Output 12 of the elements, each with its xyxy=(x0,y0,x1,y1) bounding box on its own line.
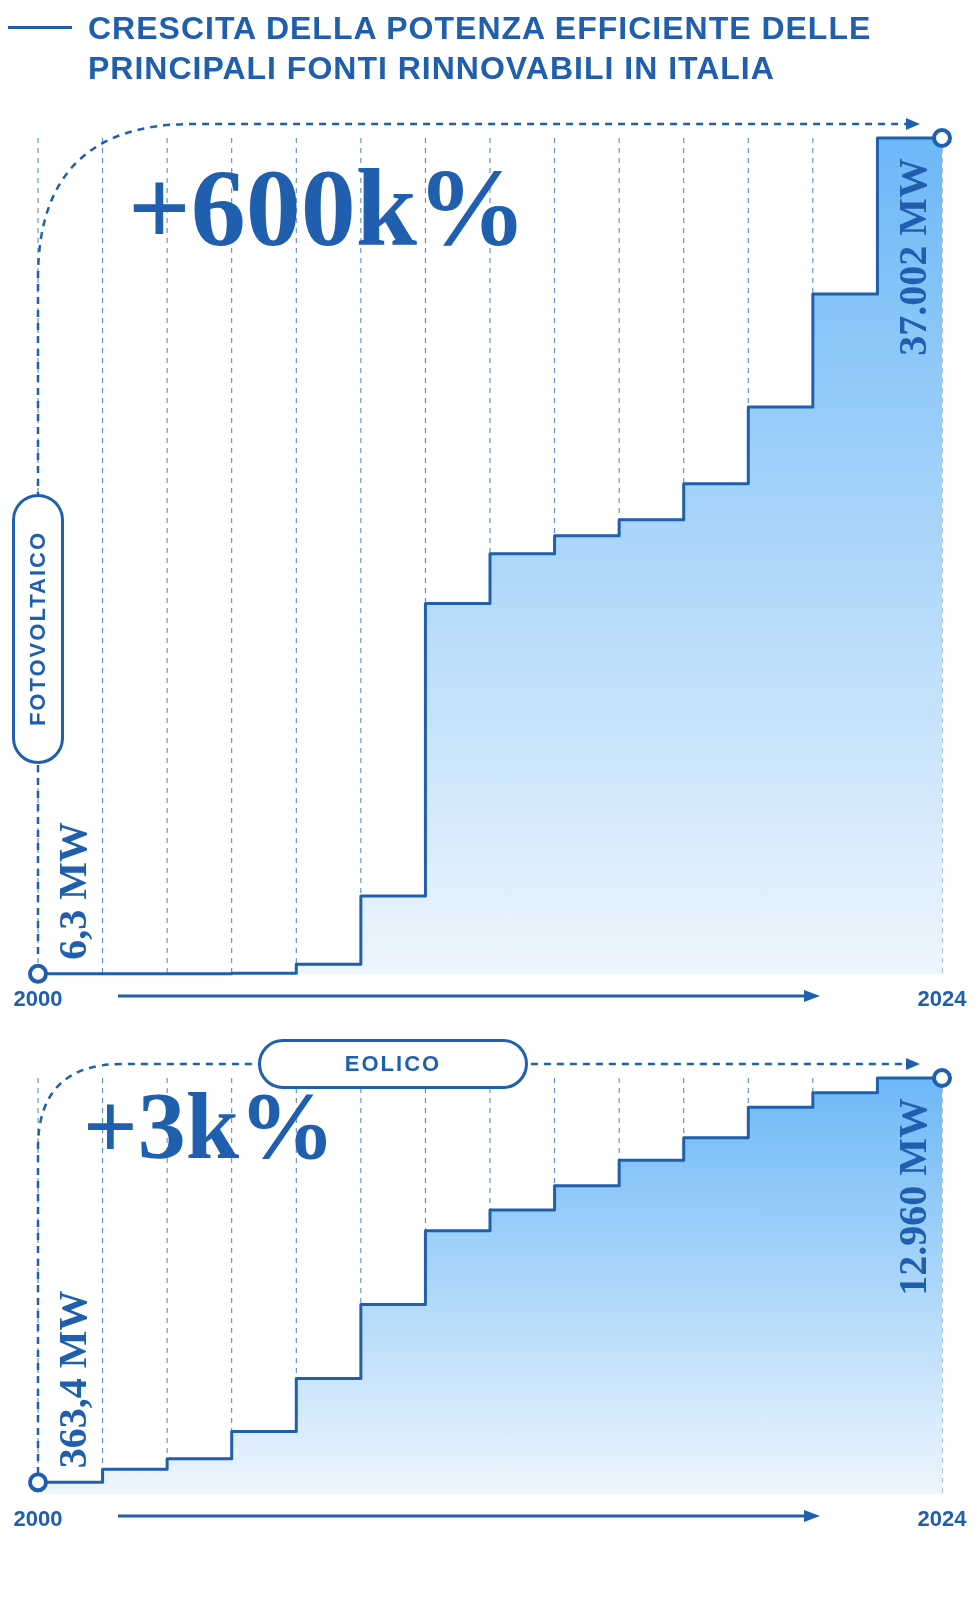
data-label: 12.960 MW xyxy=(890,1098,935,1296)
chart-title: CRESCITA DELLA POTENZA EFFICIENTE DELLE PRINCIPALI FONTI RINNOVABILI IN ITALIA xyxy=(88,9,873,88)
x-tick-label: 2024 xyxy=(917,1505,968,1531)
annotation: +600k% xyxy=(128,147,527,269)
pill-frame: EOLICO xyxy=(258,1039,528,1089)
pill-frame: FOTOVOLTAICO xyxy=(12,493,64,764)
x-tick-label: 2000 xyxy=(13,985,63,1011)
data-label: 363,4 MW xyxy=(50,1290,95,1469)
data-label: 6,3 MW xyxy=(50,822,95,960)
data-label: 37.002 MW xyxy=(890,158,935,356)
x-tick-label: 2024 xyxy=(917,985,968,1011)
x-tick-label: 2000 xyxy=(13,1505,63,1531)
